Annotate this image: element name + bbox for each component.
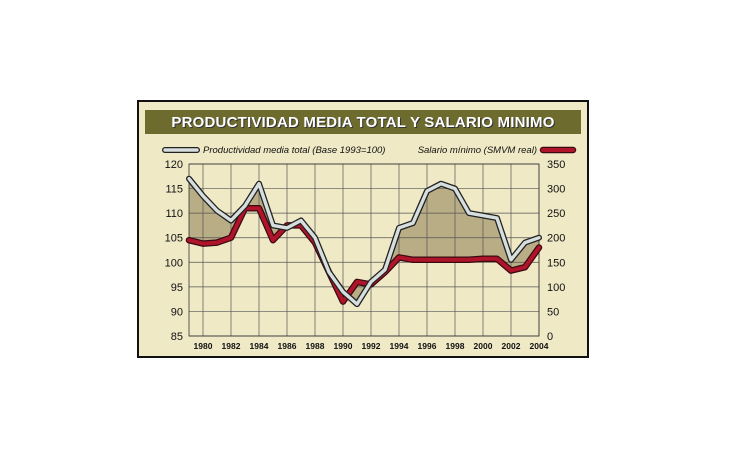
x-tick-label: 1982	[222, 341, 241, 351]
y-right-tick-label: 50	[547, 306, 559, 318]
x-tick-label: 2000	[474, 341, 493, 351]
x-tick-label: 1990	[334, 341, 353, 351]
x-tick-label: 1996	[418, 341, 437, 351]
wage-line	[187, 206, 541, 304]
y-left-tick-label: 115	[165, 184, 183, 196]
y-left-tick-label: 95	[171, 282, 183, 294]
y-left-tick-label: 105	[165, 233, 183, 245]
y-right-tick-label: 100	[547, 282, 565, 294]
y-right-tick-label: 300	[547, 184, 565, 196]
x-tick-label: 1984	[250, 341, 269, 351]
y-left-tick-label: 90	[171, 306, 183, 318]
x-tick-label: 1980	[194, 341, 213, 351]
y-right-tick-label: 200	[547, 233, 565, 245]
productivity-line	[187, 177, 541, 306]
x-tick-label: 1992	[362, 341, 381, 351]
x-tick-label: 1988	[306, 341, 325, 351]
y-right-tick-label: 0	[547, 331, 553, 343]
x-tick-label: 2002	[502, 341, 521, 351]
y-left-tick-label: 120	[165, 159, 183, 171]
x-tick-label: 2004	[530, 341, 549, 351]
chart-title: PRODUCTIVIDAD MEDIA TOTAL Y SALARIO MINI…	[171, 113, 555, 131]
chart-svg: 120 350 115 300 110 250 105 200 100 150 95 100 90 50 8…	[162, 145, 577, 351]
y-left-tick-label: 85	[171, 331, 183, 343]
y-left-tick-label: 110	[165, 208, 183, 220]
y-right-tick-label: 350	[547, 159, 565, 171]
gap-shaded-area	[189, 178, 539, 305]
y-right-tick-label: 150	[547, 257, 565, 269]
legend-label-productivity: Productividad media total (Base 1993=100…	[203, 145, 385, 156]
y-right-tick-label: 250	[547, 208, 565, 220]
chart-frame: 120 350 115 300 110 250 105 200 100 150 95 100 90 50 8…	[137, 100, 589, 358]
x-tick-label: 1986	[278, 341, 297, 351]
x-tick-label: 1994	[390, 341, 409, 351]
y-left-tick-label: 100	[165, 257, 183, 269]
legend-label-wage: Salario mínimo (SMVM real)	[418, 145, 537, 156]
chart-title-bar: PRODUCTIVIDAD MEDIA TOTAL Y SALARIO MINI…	[145, 110, 581, 134]
x-tick-label: 1998	[446, 341, 465, 351]
